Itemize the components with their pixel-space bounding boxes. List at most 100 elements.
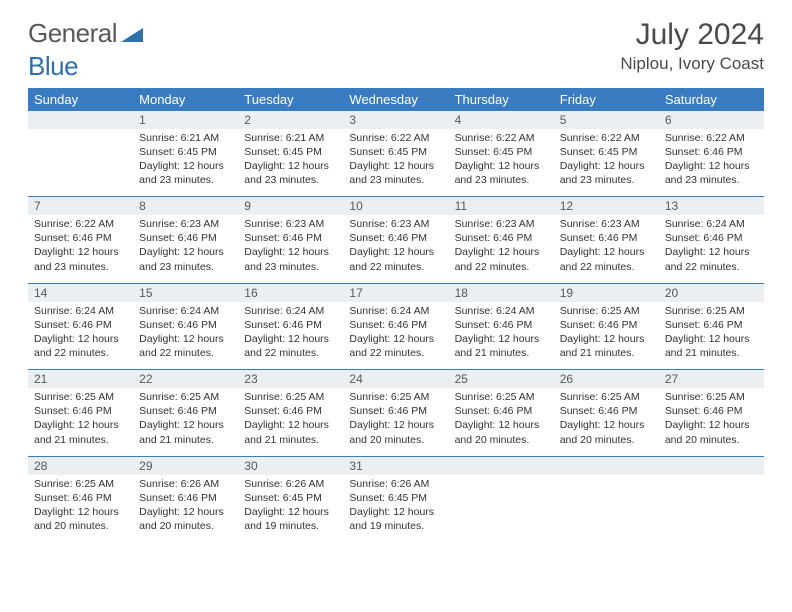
daylight-text: Daylight: 12 hours and 21 minutes. (560, 332, 653, 360)
sunrise-text: Sunrise: 6:21 AM (139, 131, 232, 145)
daylight-text: Daylight: 12 hours and 22 minutes. (455, 245, 548, 273)
sunrise-text: Sunrise: 6:24 AM (665, 217, 758, 231)
day-cell: Sunrise: 6:25 AMSunset: 6:46 PMDaylight:… (133, 388, 238, 456)
header: General Blue July 2024 Niplou, Ivory Coa… (28, 18, 764, 82)
sunrise-text: Sunrise: 6:22 AM (560, 131, 653, 145)
day-number (554, 457, 659, 475)
sunrise-text: Sunrise: 6:25 AM (560, 304, 653, 318)
daylight-text: Daylight: 12 hours and 23 minutes. (139, 159, 232, 187)
day-cell: Sunrise: 6:25 AMSunset: 6:46 PMDaylight:… (554, 388, 659, 456)
sunset-text: Sunset: 6:45 PM (139, 145, 232, 159)
day-number: 1 (133, 111, 238, 129)
sunrise-text: Sunrise: 6:25 AM (34, 390, 127, 404)
daylight-text: Daylight: 12 hours and 22 minutes. (349, 332, 442, 360)
week-daynum-row: 28293031 (28, 456, 764, 475)
daylight-text: Daylight: 12 hours and 20 minutes. (665, 418, 758, 446)
sunset-text: Sunset: 6:46 PM (560, 231, 653, 245)
sunrise-text: Sunrise: 6:26 AM (139, 477, 232, 491)
day-number: 20 (659, 284, 764, 302)
daylight-text: Daylight: 12 hours and 23 minutes. (34, 245, 127, 273)
sunset-text: Sunset: 6:46 PM (349, 404, 442, 418)
sunset-text: Sunset: 6:46 PM (349, 231, 442, 245)
day-cell (554, 475, 659, 543)
day-cell: Sunrise: 6:22 AMSunset: 6:45 PMDaylight:… (449, 129, 554, 197)
day-number (449, 457, 554, 475)
daylight-text: Daylight: 12 hours and 23 minutes. (244, 245, 337, 273)
day-number: 11 (449, 197, 554, 215)
day-number: 23 (238, 370, 343, 388)
daylight-text: Daylight: 12 hours and 19 minutes. (244, 505, 337, 533)
day-cell: Sunrise: 6:22 AMSunset: 6:45 PMDaylight:… (343, 129, 448, 197)
sunrise-text: Sunrise: 6:25 AM (560, 390, 653, 404)
daylight-text: Daylight: 12 hours and 23 minutes. (349, 159, 442, 187)
day-number: 21 (28, 370, 133, 388)
sunrise-text: Sunrise: 6:23 AM (455, 217, 548, 231)
sunset-text: Sunset: 6:46 PM (139, 318, 232, 332)
sunrise-text: Sunrise: 6:23 AM (349, 217, 442, 231)
day-cell: Sunrise: 6:25 AMSunset: 6:46 PMDaylight:… (238, 388, 343, 456)
sunset-text: Sunset: 6:46 PM (455, 318, 548, 332)
brand-triangle-icon (121, 20, 143, 51)
sunset-text: Sunset: 6:46 PM (665, 404, 758, 418)
day-number: 25 (449, 370, 554, 388)
day-number: 15 (133, 284, 238, 302)
calendar-page: General Blue July 2024 Niplou, Ivory Coa… (0, 0, 792, 543)
daylight-text: Daylight: 12 hours and 21 minutes. (244, 418, 337, 446)
day-number: 3 (343, 111, 448, 129)
sunset-text: Sunset: 6:46 PM (349, 318, 442, 332)
daylight-text: Daylight: 12 hours and 23 minutes. (139, 245, 232, 273)
weekday-header: Wednesday (343, 88, 448, 111)
sunrise-text: Sunrise: 6:21 AM (244, 131, 337, 145)
sunset-text: Sunset: 6:46 PM (139, 491, 232, 505)
sunrise-text: Sunrise: 6:26 AM (349, 477, 442, 491)
day-number: 4 (449, 111, 554, 129)
sunset-text: Sunset: 6:45 PM (560, 145, 653, 159)
weekday-header: Sunday (28, 88, 133, 111)
title-block: July 2024 Niplou, Ivory Coast (620, 18, 764, 74)
day-cell: Sunrise: 6:25 AMSunset: 6:46 PMDaylight:… (28, 475, 133, 543)
week-content-row: Sunrise: 6:21 AMSunset: 6:45 PMDaylight:… (28, 129, 764, 197)
daylight-text: Daylight: 12 hours and 20 minutes. (139, 505, 232, 533)
sunset-text: Sunset: 6:46 PM (665, 318, 758, 332)
daylight-text: Daylight: 12 hours and 23 minutes. (244, 159, 337, 187)
weekday-header: Thursday (449, 88, 554, 111)
day-number: 9 (238, 197, 343, 215)
daylight-text: Daylight: 12 hours and 23 minutes. (665, 159, 758, 187)
calendar-header-row: SundayMondayTuesdayWednesdayThursdayFrid… (28, 88, 764, 111)
daylight-text: Daylight: 12 hours and 22 minutes. (349, 245, 442, 273)
day-cell: Sunrise: 6:23 AMSunset: 6:46 PMDaylight:… (238, 215, 343, 283)
day-number: 28 (28, 457, 133, 475)
day-number: 5 (554, 111, 659, 129)
sunrise-text: Sunrise: 6:25 AM (34, 477, 127, 491)
sunrise-text: Sunrise: 6:22 AM (455, 131, 548, 145)
daylight-text: Daylight: 12 hours and 20 minutes. (34, 505, 127, 533)
day-cell: Sunrise: 6:24 AMSunset: 6:46 PMDaylight:… (659, 215, 764, 283)
day-number: 31 (343, 457, 448, 475)
weekday-header: Tuesday (238, 88, 343, 111)
day-number: 29 (133, 457, 238, 475)
brand-part2: Blue (28, 51, 78, 81)
day-number: 24 (343, 370, 448, 388)
sunset-text: Sunset: 6:45 PM (244, 491, 337, 505)
daylight-text: Daylight: 12 hours and 20 minutes. (560, 418, 653, 446)
sunrise-text: Sunrise: 6:23 AM (560, 217, 653, 231)
day-cell: Sunrise: 6:24 AMSunset: 6:46 PMDaylight:… (238, 302, 343, 370)
sunset-text: Sunset: 6:45 PM (349, 491, 442, 505)
sunset-text: Sunset: 6:45 PM (349, 145, 442, 159)
sunset-text: Sunset: 6:46 PM (139, 404, 232, 418)
brand-logo: General Blue (28, 18, 143, 82)
day-number: 30 (238, 457, 343, 475)
daylight-text: Daylight: 12 hours and 21 minutes. (139, 418, 232, 446)
day-number: 14 (28, 284, 133, 302)
brand-part1: General (28, 18, 117, 48)
day-cell: Sunrise: 6:25 AMSunset: 6:46 PMDaylight:… (28, 388, 133, 456)
day-cell: Sunrise: 6:24 AMSunset: 6:46 PMDaylight:… (133, 302, 238, 370)
sunset-text: Sunset: 6:46 PM (665, 145, 758, 159)
day-number (659, 457, 764, 475)
week-content-row: Sunrise: 6:22 AMSunset: 6:46 PMDaylight:… (28, 215, 764, 283)
day-cell: Sunrise: 6:25 AMSunset: 6:46 PMDaylight:… (343, 388, 448, 456)
day-number: 8 (133, 197, 238, 215)
day-cell: Sunrise: 6:21 AMSunset: 6:45 PMDaylight:… (238, 129, 343, 197)
sunset-text: Sunset: 6:46 PM (34, 404, 127, 418)
week-daynum-row: 21222324252627 (28, 370, 764, 389)
